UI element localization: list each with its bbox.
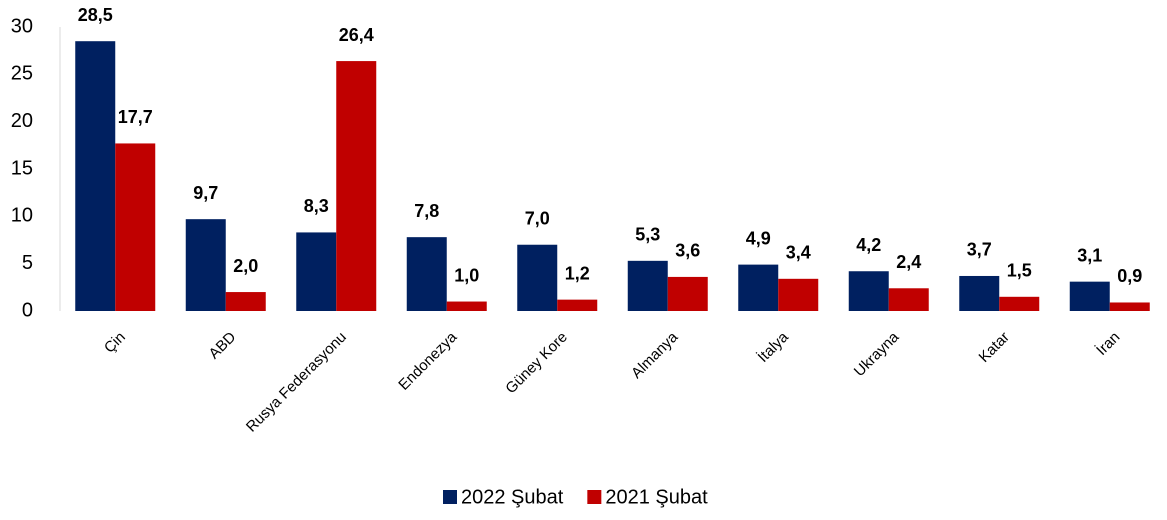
value-label: 7,8 [414,201,439,221]
bar [1069,281,1110,311]
y-tick-label: 5 [22,252,33,274]
bar [517,244,558,311]
x-tick-label: Endonezya [395,328,461,394]
x-tick-label: Almanya [628,328,682,382]
x-tick-label: ABD [206,328,240,362]
legend-swatch [443,490,457,504]
x-tick-label: Katar [976,329,1013,366]
value-label: 4,9 [746,228,771,248]
y-tick-label: 25 [11,63,33,85]
bar [667,276,708,311]
value-label: 3,7 [967,240,992,260]
value-label: 1,2 [565,263,590,283]
legend-swatch [587,490,602,504]
legend-label: 2022 Şubat [461,486,564,508]
bar [185,219,226,311]
bar [848,271,889,311]
bar [959,275,1000,311]
value-label: 26,4 [339,25,374,45]
value-label: 3,1 [1077,245,1102,265]
value-label: 7,0 [525,208,550,228]
value-label: 5,3 [635,225,660,245]
value-label: 2,4 [896,252,921,272]
value-label: 4,2 [856,235,881,255]
x-tick-label: Çin [101,329,129,357]
bar [406,237,447,311]
bar [115,143,156,311]
x-tick-label: İtalya [754,327,793,366]
y-tick-label: 0 [22,299,33,321]
legend-label: 2021 Şubat [605,486,708,508]
value-label: 0,9 [1117,266,1142,286]
x-tick-label: Ukrayna [851,328,903,380]
bar [627,260,668,311]
bar [75,41,116,311]
value-label: 1,0 [454,265,479,285]
bar [888,288,929,311]
value-label: 1,5 [1007,261,1032,281]
y-tick-label: 30 [11,15,33,37]
value-label: 28,5 [78,5,113,25]
x-tick-label: İran [1092,328,1123,359]
x-tick-label: Güney Kore [502,329,571,398]
bar [296,232,337,311]
bar [336,61,377,311]
value-label: 2,0 [233,256,258,276]
bar [1109,302,1150,311]
value-label: 8,3 [304,196,329,216]
value-label: 3,4 [786,243,811,263]
y-tick-label: 20 [11,110,33,132]
bar [446,301,487,311]
bar [557,299,598,311]
value-label: 3,6 [675,241,700,261]
bar [778,278,819,311]
value-label: 17,7 [118,107,153,127]
y-tick-label: 15 [11,157,33,179]
y-tick-label: 10 [11,205,33,227]
bar [738,264,779,311]
value-label: 9,7 [193,183,218,203]
bar [225,292,266,311]
bar [999,296,1040,311]
x-tick-label: Rusya Federasyonu [243,329,350,436]
